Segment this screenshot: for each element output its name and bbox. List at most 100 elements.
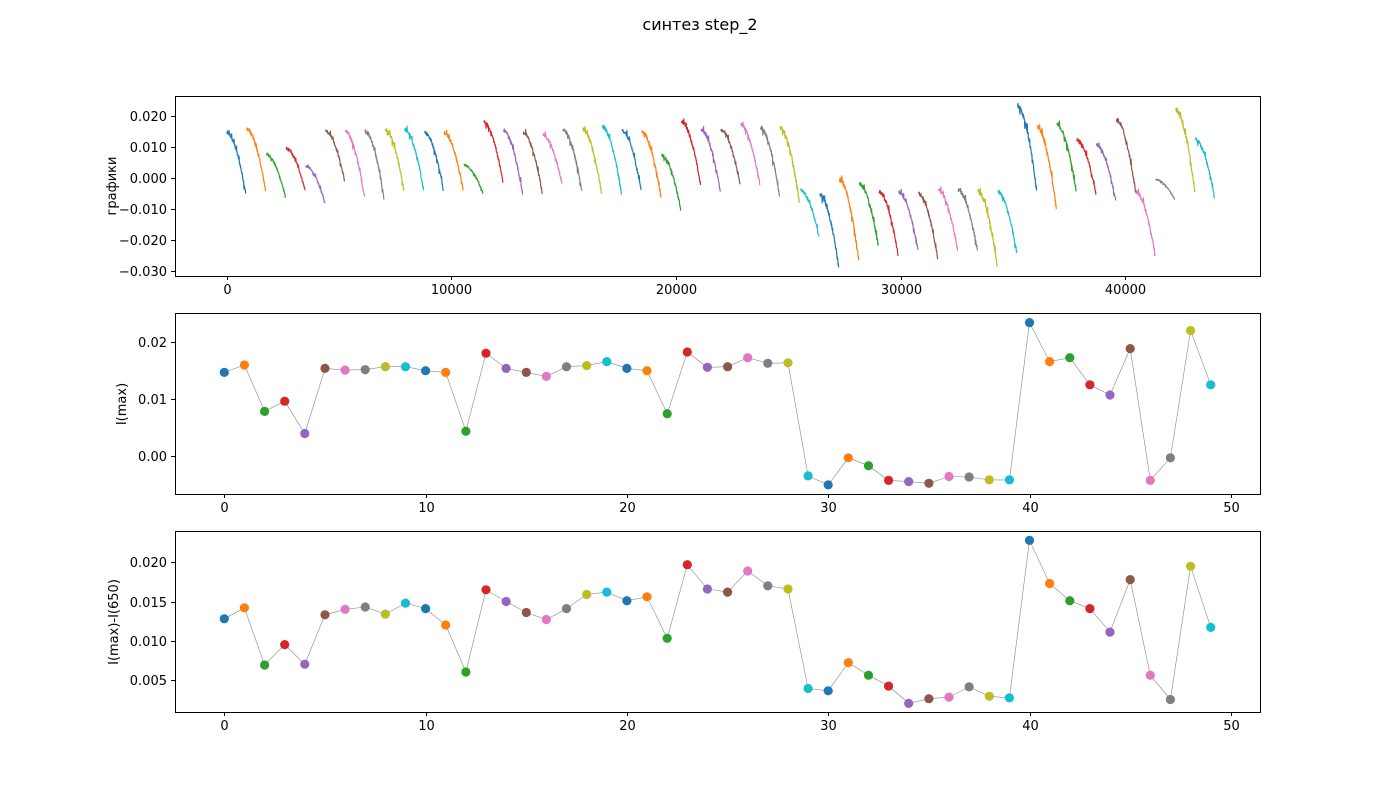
data-point — [964, 472, 974, 482]
figure-title: синтез step_2 — [642, 15, 757, 35]
trace-segment — [1194, 137, 1216, 199]
trace-segment — [819, 193, 840, 268]
trace-segment — [502, 128, 524, 195]
y-tick-label: 0.00 — [138, 450, 167, 465]
trace-segment — [1155, 178, 1176, 200]
data-point — [803, 471, 813, 481]
data-point — [421, 366, 431, 376]
imax-diff-ticks: 0 10 20 30 40 50 0.005 0.010 0.015 0.020 — [130, 556, 1240, 734]
y-tick-label: 0.005 — [130, 674, 167, 689]
trace-segment — [424, 130, 444, 192]
data-point — [602, 357, 612, 367]
data-point — [340, 604, 350, 615]
data-point — [622, 363, 632, 373]
trace-segment — [720, 128, 741, 185]
data-point — [1024, 318, 1035, 328]
connecting-line — [224, 321, 1211, 486]
data-point — [481, 585, 491, 595]
data-point — [1206, 622, 1216, 633]
data-point — [1065, 353, 1075, 363]
x-tick-label: 50 — [1223, 501, 1240, 516]
data-point — [662, 633, 672, 643]
data-point — [723, 587, 733, 597]
data-point — [400, 362, 411, 372]
data-point — [884, 475, 894, 485]
data-point — [219, 614, 229, 624]
data-point — [1186, 561, 1196, 571]
trace-segment — [680, 118, 702, 186]
data-point — [501, 363, 511, 373]
data-point — [320, 610, 330, 620]
trace-segment — [700, 125, 721, 192]
x-tick-label: 30 — [820, 719, 837, 734]
y-tick-label: −0.030 — [119, 265, 167, 280]
data-point — [863, 670, 874, 680]
x-tick-label: 0 — [220, 501, 228, 516]
data-point — [924, 478, 934, 488]
y-tick-label: 0.010 — [130, 635, 167, 650]
x-tick-label: 50 — [1223, 719, 1240, 734]
trace-segment — [977, 187, 998, 268]
data-point — [783, 584, 793, 594]
data-point — [944, 692, 954, 702]
x-tick-label: 10 — [418, 719, 435, 734]
trace-segment — [285, 146, 306, 191]
axes-traces: 0 10000 20000 30000 40000 −0.030 −0.020 −0.010 0… — [105, 96, 1261, 298]
data-point — [421, 604, 431, 614]
data-point — [763, 581, 773, 591]
trace-segment — [562, 128, 583, 191]
data-point — [380, 362, 390, 372]
trace-segment — [601, 124, 622, 195]
data-point — [239, 360, 249, 370]
data-point — [702, 584, 713, 594]
data-point — [964, 682, 974, 692]
data-point — [843, 453, 853, 463]
trace-segment — [957, 187, 978, 251]
x-tick-label: 0 — [223, 283, 231, 298]
data-point — [481, 348, 491, 358]
trace-segment — [443, 129, 464, 191]
trace-segment — [1095, 142, 1117, 201]
imax-diff-ylabel: I(max)-I(650) — [107, 579, 122, 665]
data-point — [944, 471, 954, 482]
data-point — [1045, 357, 1055, 367]
trace-segment — [305, 164, 326, 204]
data-point — [1125, 344, 1135, 354]
data-point — [1004, 693, 1015, 703]
y-tick-label: 0.01 — [138, 393, 167, 408]
data-point — [602, 587, 612, 597]
data-point — [441, 620, 451, 630]
data-point — [380, 609, 390, 619]
data-point — [904, 698, 914, 709]
data-point — [360, 365, 370, 375]
data-point — [1105, 390, 1115, 400]
data-point — [702, 362, 713, 372]
x-tick-label: 30000 — [881, 283, 922, 298]
x-tick-label: 40 — [1022, 719, 1039, 734]
x-tick-label: 20 — [619, 501, 636, 516]
trace-segment — [483, 119, 504, 183]
data-point — [904, 477, 914, 487]
data-point — [260, 660, 270, 670]
data-point — [863, 461, 874, 471]
traces-ticks: 0 10000 20000 30000 40000 −0.030 −0.020 −0.010 0… — [119, 110, 1146, 298]
data-point — [682, 560, 692, 570]
data-point — [682, 347, 692, 357]
data-point — [1125, 575, 1135, 585]
data-point — [1024, 535, 1035, 546]
data-point — [280, 640, 290, 650]
trace-segment — [245, 127, 267, 192]
data-point — [803, 683, 813, 694]
data-point — [260, 406, 270, 416]
trace-segment — [404, 125, 425, 191]
data-point — [501, 596, 511, 607]
trace-segment — [265, 152, 286, 199]
trace-segment — [641, 130, 662, 198]
data-point — [300, 659, 310, 669]
trace-segment — [799, 188, 820, 237]
data-point — [662, 409, 672, 419]
imax-frame — [175, 313, 1261, 495]
trace-segment — [878, 189, 899, 257]
data-point — [582, 361, 592, 371]
data-point — [823, 686, 833, 696]
